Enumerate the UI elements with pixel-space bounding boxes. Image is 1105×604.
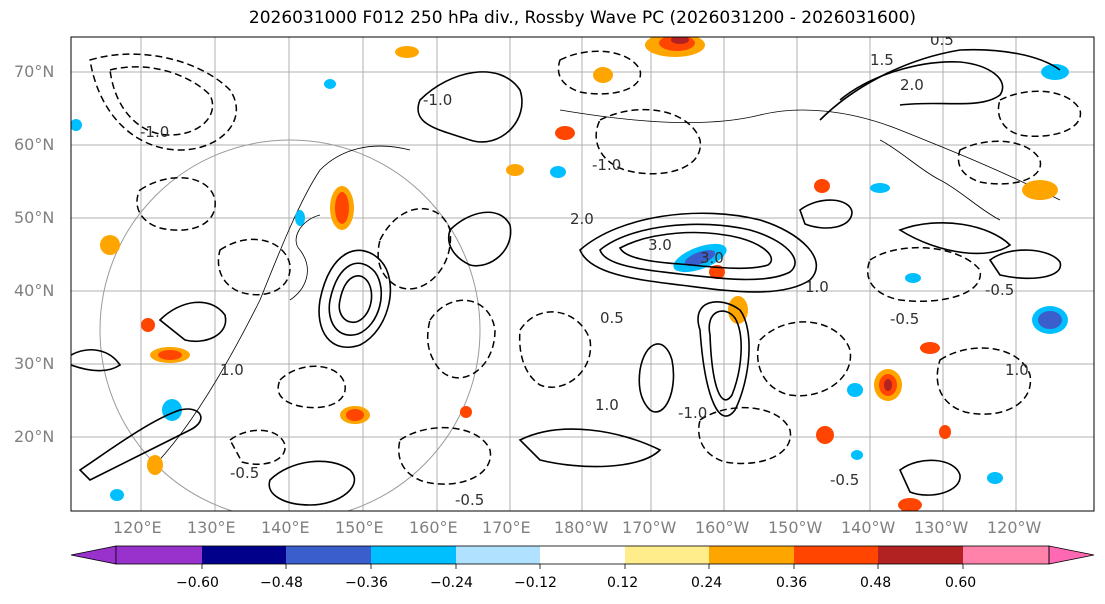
colorbar-tick-label: −0.12 — [514, 575, 557, 591]
colorbar-band — [794, 546, 878, 564]
colorbar-band — [456, 546, 540, 564]
colorbar-tick-label: −0.48 — [260, 575, 303, 591]
lon-label-140e: 140°E — [261, 518, 310, 537]
lat-label-70n: 70°N — [14, 62, 55, 81]
colorbar-tick-label: 0.48 — [860, 575, 892, 591]
lon-label-160w: 160°W — [695, 518, 750, 537]
shading-negative — [71, 64, 1069, 501]
colorbar-band — [625, 546, 709, 564]
contour-label: -0.5 — [230, 464, 259, 482]
contour-label: -0.5 — [985, 281, 1014, 299]
colorbar-extend-min — [70, 545, 117, 565]
colorbar-band — [963, 546, 1049, 564]
lon-label-140w: 140°W — [841, 518, 896, 537]
colorbar-extend-max — [1048, 545, 1095, 565]
lat-label-50n: 50°N — [14, 208, 55, 227]
lat-label-40n: 40°N — [14, 281, 55, 300]
contour-label: -1.0 — [140, 123, 169, 141]
lon-label-160e: 160°E — [409, 518, 458, 537]
contour-label: 3.0 — [700, 249, 724, 267]
colorbar-band — [709, 546, 794, 564]
lon-label-180w: 180°W — [554, 518, 609, 537]
lon-label-130w: 130°W — [914, 518, 969, 537]
contour-label: 3.0 — [648, 236, 672, 254]
lat-label-30n: 30°N — [14, 354, 55, 373]
contour-label: 2.0 — [900, 76, 924, 94]
lon-label-170w: 170°W — [622, 518, 677, 537]
colorbar-tick-label: −0.36 — [345, 575, 388, 591]
map-frame — [70, 36, 1095, 512]
colorbar-tick-label: 0.12 — [607, 575, 639, 591]
contour-label: 1.0 — [220, 361, 244, 379]
colorbar-band — [540, 546, 625, 564]
contour-label: 2.0 — [570, 210, 594, 228]
colorbar-band — [286, 546, 371, 564]
contour-label: 0.5 — [600, 309, 624, 327]
lon-label-170e: 170°E — [482, 518, 531, 537]
contour-label: -0.5 — [890, 310, 919, 328]
colorbar-band — [202, 546, 286, 564]
lon-label-120e: 120°E — [113, 518, 162, 537]
contour-label: -0.5 — [455, 491, 484, 509]
colorbar-tick-label: 0.24 — [691, 575, 723, 591]
colorbar — [70, 545, 1095, 569]
colorbar-band — [878, 546, 963, 564]
colorbar-band — [371, 546, 456, 564]
colorbar-tick-label: 0.36 — [776, 575, 808, 591]
shading-positive — [100, 37, 1058, 511]
contour-label: 1.0 — [595, 396, 619, 414]
contour-label: -1.0 — [423, 91, 452, 109]
map-title: 2026031000 F012 250 hPa div., Rossby Wav… — [248, 8, 917, 28]
lon-label-130e: 130°E — [187, 518, 236, 537]
colorbar-tick-label: −0.60 — [176, 575, 219, 591]
lat-label-60n: 60°N — [14, 135, 55, 154]
contour-labels: 0.5 0.5 1.0 1.0 1.0 1.0 1.5 2.0 2.0 3.0 … — [140, 31, 1029, 509]
lon-label-150w: 150°W — [768, 518, 823, 537]
map-panel: 0.5 0.5 1.0 1.0 1.0 1.0 1.5 2.0 2.0 3.0 … — [71, 31, 1094, 511]
contours-solid — [71, 48, 1062, 506]
lon-label-150e: 150°E — [335, 518, 384, 537]
colorbar-tick-label: 0.60 — [945, 575, 977, 591]
contours-dashed — [89, 50, 1082, 485]
lat-label-20n: 20°N — [14, 427, 55, 446]
contour-label: 0.5 — [930, 31, 954, 49]
contour-label: 1.0 — [1005, 361, 1029, 379]
colorbar-tick-label: −0.24 — [430, 575, 473, 591]
contour-label: -1.0 — [678, 404, 707, 422]
contour-label: -1.0 — [592, 156, 621, 174]
contour-label: -0.5 — [830, 471, 859, 489]
contour-label: 1.5 — [870, 51, 894, 69]
lon-label-120w: 120°W — [987, 518, 1042, 537]
contour-label: 1.0 — [805, 278, 829, 296]
coastlines — [149, 109, 1061, 471]
colorbar-band — [116, 546, 202, 564]
